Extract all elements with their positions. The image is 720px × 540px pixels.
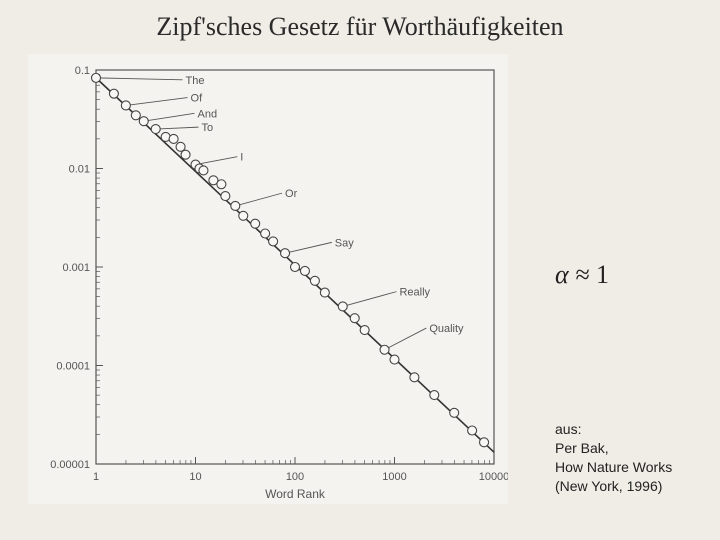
svg-text:And: And (197, 108, 217, 120)
citation-line: aus: (555, 420, 672, 439)
svg-text:To: To (201, 122, 213, 134)
svg-text:Of: Of (191, 93, 204, 105)
svg-text:Say: Say (335, 237, 354, 249)
svg-text:0.0001: 0.0001 (56, 361, 90, 373)
svg-text:0.00001: 0.00001 (50, 459, 90, 471)
svg-text:Really: Really (399, 287, 430, 299)
svg-text:1000: 1000 (382, 471, 406, 483)
citation-line: Per Bak, (555, 439, 672, 458)
alpha-equation: α ≈ 1 (555, 260, 609, 290)
svg-text:10000: 10000 (479, 471, 508, 483)
svg-text:0.001: 0.001 (62, 262, 90, 274)
svg-text:1: 1 (93, 471, 99, 483)
svg-text:10: 10 (189, 471, 201, 483)
citation-line: (New York, 1996) (555, 477, 672, 496)
svg-text:0.01: 0.01 (69, 164, 90, 176)
svg-text:100: 100 (286, 471, 304, 483)
citation-line: How Nature Works (555, 458, 672, 477)
svg-text:Word Rank: Word Rank (265, 487, 326, 501)
citation-block: aus: Per Bak, How Nature Works (New York… (555, 420, 672, 496)
svg-text:Quality: Quality (429, 323, 464, 335)
svg-text:The: The (186, 75, 205, 87)
svg-text:0.1: 0.1 (75, 65, 90, 77)
svg-text:Or: Or (285, 188, 298, 200)
zipf-chart: 1 10 100 1000 10000 0.1 0.01 0.001 0.0001 0.00001… (28, 54, 508, 504)
svg-text:I: I (240, 152, 243, 164)
slide-title: Zipf'sches Gesetz für Worthäufigkeiten (0, 12, 720, 42)
